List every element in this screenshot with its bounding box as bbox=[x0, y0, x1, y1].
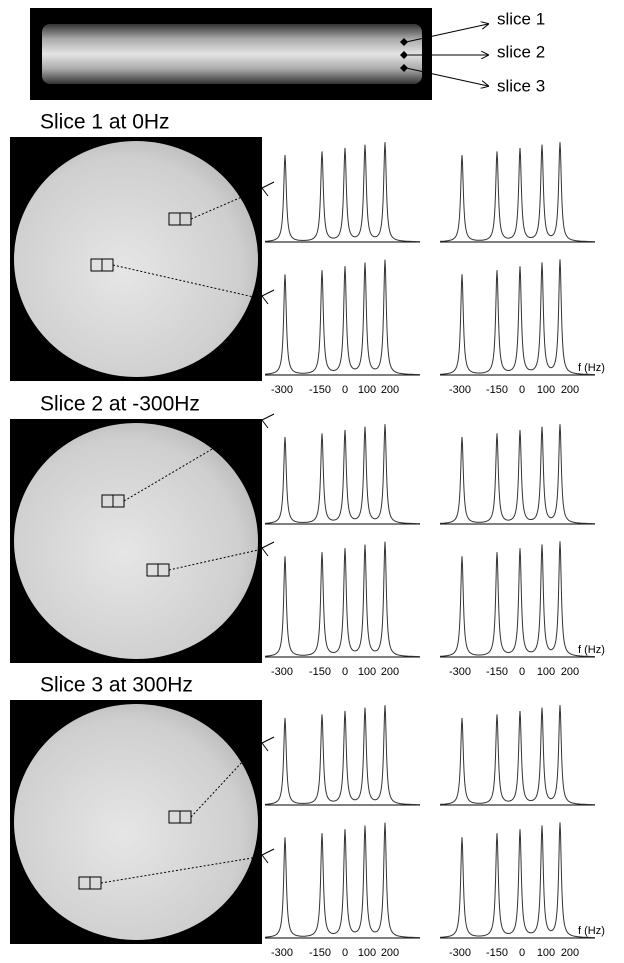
spectrum bbox=[440, 142, 595, 243]
roi-arrow bbox=[261, 541, 275, 557]
x-tick-label: 100 bbox=[537, 947, 555, 958]
spectrum bbox=[265, 541, 420, 658]
x-tick-label: -300 bbox=[271, 947, 293, 958]
x-tick-label: -150 bbox=[486, 666, 508, 678]
x-tick-label: 0 bbox=[519, 384, 525, 396]
spectrum bbox=[440, 705, 595, 806]
overview-arrows bbox=[400, 24, 488, 86]
roi-arrow bbox=[261, 289, 275, 305]
x-tick-label: 0 bbox=[519, 947, 525, 958]
x-tick-label: 0 bbox=[342, 666, 348, 678]
x-tick-label: 200 bbox=[381, 384, 399, 396]
spectrum bbox=[265, 705, 420, 806]
x-tick-label: 200 bbox=[381, 947, 399, 958]
x-tick-label: -300 bbox=[271, 384, 293, 396]
spectrum bbox=[265, 424, 420, 525]
roi-arrow bbox=[261, 181, 275, 197]
x-tick-label: 0 bbox=[342, 384, 348, 396]
x-tick-label: 100 bbox=[358, 947, 376, 958]
roi-link bbox=[168, 549, 259, 571]
panel-title: Slice 2 at -300Hz bbox=[40, 393, 200, 416]
x-tick-label: 0 bbox=[342, 947, 348, 958]
x-tick-label: -300 bbox=[449, 947, 471, 958]
x-tick-label: -150 bbox=[486, 947, 508, 958]
x-tick-label: 100 bbox=[358, 666, 376, 678]
spectrum bbox=[440, 822, 595, 939]
panel-title: Slice 3 at 300Hz bbox=[40, 674, 193, 697]
tube bbox=[42, 24, 422, 84]
roi-arrow bbox=[261, 413, 275, 429]
x-tick-label: 200 bbox=[381, 666, 399, 678]
phantom-disc bbox=[14, 141, 258, 377]
x-tick-label: 200 bbox=[561, 947, 579, 958]
roi-arrow bbox=[261, 736, 275, 752]
slice-label: slice 1 bbox=[497, 9, 545, 28]
x-tick-label: -300 bbox=[449, 384, 471, 396]
roi-link bbox=[100, 856, 259, 884]
spectrum bbox=[265, 822, 420, 939]
roi-link bbox=[190, 744, 259, 818]
x-tick-label: 200 bbox=[561, 384, 579, 396]
x-tick-label: 100 bbox=[537, 666, 555, 678]
spectrum bbox=[440, 541, 595, 658]
roi-link bbox=[190, 189, 259, 220]
x-tick-label: -300 bbox=[449, 666, 471, 678]
phantom-disc bbox=[14, 704, 258, 940]
slice-label: slice 3 bbox=[497, 76, 545, 95]
x-tick-label: 100 bbox=[358, 384, 376, 396]
x-tick-label: -300 bbox=[271, 666, 293, 678]
x-tick-label: 200 bbox=[561, 666, 579, 678]
slice-label: slice 2 bbox=[497, 42, 545, 61]
x-tick-label: -150 bbox=[309, 384, 331, 396]
x-tick-label: -150 bbox=[309, 947, 331, 958]
panel-title: Slice 1 at 0Hz bbox=[40, 111, 170, 134]
roi-link bbox=[112, 264, 259, 299]
spectrum bbox=[440, 259, 595, 376]
roi-arrow bbox=[261, 848, 275, 864]
phantom-disc bbox=[14, 423, 258, 659]
axis-unit: f (Hz) bbox=[578, 362, 605, 374]
x-tick-label: 0 bbox=[519, 666, 525, 678]
spectrum bbox=[265, 142, 420, 243]
spectrum bbox=[265, 259, 420, 376]
x-tick-label: -150 bbox=[486, 384, 508, 396]
axis-unit: f (Hz) bbox=[578, 644, 605, 656]
axis-unit: f (Hz) bbox=[578, 925, 605, 937]
spectrum bbox=[440, 424, 595, 525]
roi-link bbox=[123, 421, 259, 502]
x-tick-label: 100 bbox=[537, 384, 555, 396]
x-tick-label: -150 bbox=[309, 666, 331, 678]
